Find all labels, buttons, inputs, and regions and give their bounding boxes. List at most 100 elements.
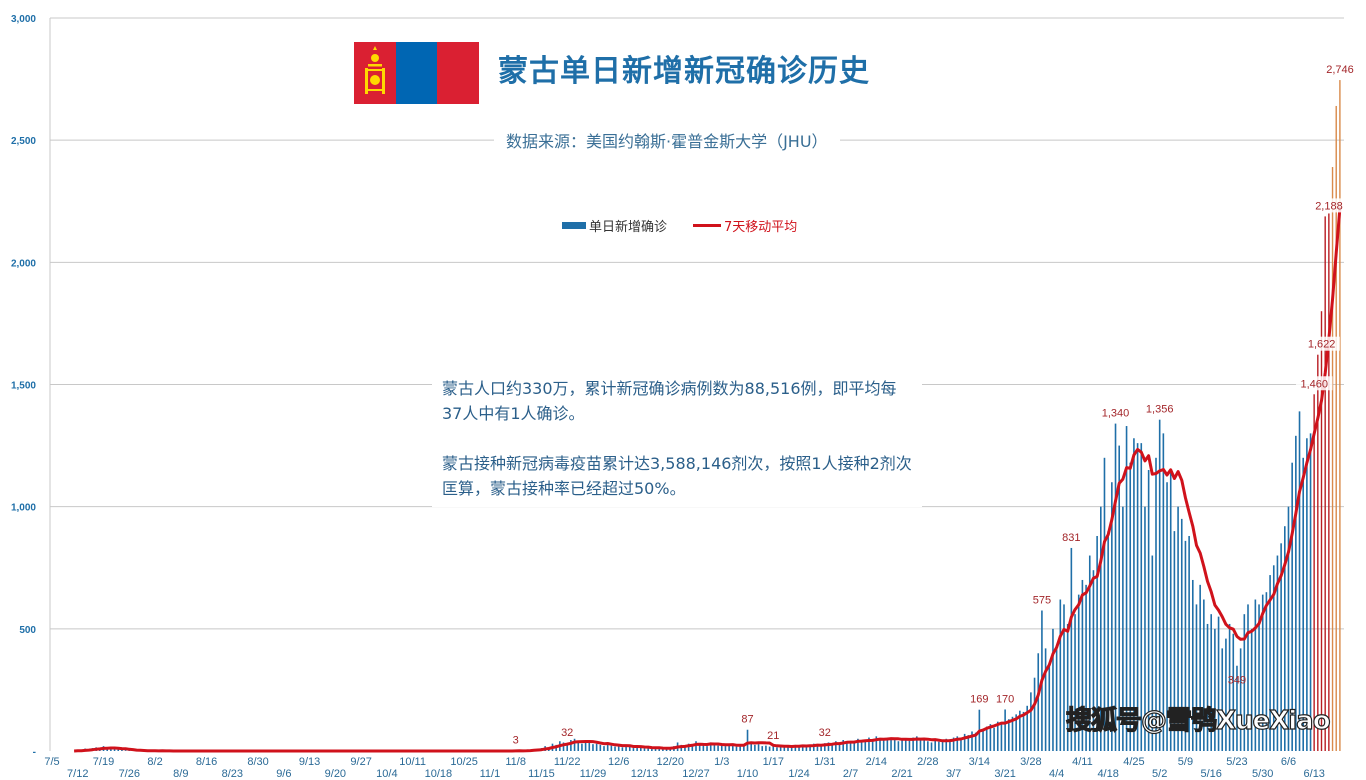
bar: [842, 740, 844, 751]
bar: [1192, 579, 1194, 751]
bar: [824, 743, 826, 751]
x-tick-label: 10/18: [425, 768, 453, 780]
chart-subtitle: 数据来源：美国约翰斯·霍普金斯大学（JHU）: [494, 128, 840, 152]
bar: [971, 731, 973, 751]
bar: [735, 746, 738, 751]
bar: [849, 741, 852, 751]
bar: [702, 743, 705, 751]
bar: [919, 739, 922, 751]
bar: [1169, 470, 1172, 751]
bar: [779, 746, 782, 751]
bar: [1107, 531, 1109, 751]
bar: [893, 738, 896, 751]
x-tick-label: 11/22: [554, 756, 581, 768]
bar: [573, 738, 576, 751]
bar: [871, 740, 874, 751]
x-tick-label: 5/23: [1226, 756, 1247, 768]
x-tick-label: 1/24: [788, 768, 809, 780]
bar: [1100, 506, 1102, 751]
bar: [882, 740, 885, 751]
bar: [1291, 462, 1293, 751]
bar: [1162, 433, 1165, 751]
bar: [1180, 518, 1183, 751]
bar: [1022, 711, 1025, 751]
x-tick-label: 3/14: [969, 756, 990, 768]
data-label: 1,356: [1141, 401, 1178, 416]
bar: [853, 742, 856, 751]
x-tick-label: 12/20: [656, 756, 684, 768]
bar: [897, 741, 900, 751]
bar: [691, 745, 694, 751]
data-label-text: 1,356: [1146, 404, 1174, 416]
bar: [720, 744, 723, 751]
x-tick-label: 10/4: [376, 768, 397, 780]
legend-swatch-bar: [562, 222, 586, 229]
bar: [1225, 638, 1227, 751]
bar: [658, 748, 660, 751]
bar: [592, 744, 594, 751]
bar: [570, 740, 572, 751]
x-tick-label: 1/31: [814, 756, 835, 768]
data-label-text: 349: [1228, 675, 1246, 687]
bar: [1287, 506, 1290, 751]
bar: [1272, 565, 1275, 751]
bar: [1328, 213, 1330, 751]
bar: [982, 729, 984, 751]
y-tick-label: 3,000: [11, 14, 36, 25]
bar: [1000, 722, 1003, 751]
x-tick-label: 5/9: [1178, 756, 1193, 768]
bar: [941, 740, 944, 751]
x-tick-label: 9/27: [350, 756, 371, 768]
flag-middle-stripe: [395, 42, 438, 104]
data-label: 349: [1228, 675, 1246, 687]
mongolia-flag-icon: [354, 42, 480, 104]
bar: [1203, 599, 1205, 751]
bar: [1188, 535, 1190, 751]
x-tick-label: 1/10: [737, 768, 758, 780]
x-tick-label: 7/26: [119, 768, 140, 780]
bar: [614, 746, 616, 751]
bar: [610, 745, 613, 751]
x-tick-label: 8/2: [147, 756, 162, 768]
bar: [1063, 604, 1065, 751]
x-tick-label: 7/5: [44, 756, 59, 768]
note-population: 蒙古人口约330万，累计新冠确诊病例数为88,516例，即平均每37人中有1人确…: [442, 379, 897, 423]
bar: [761, 746, 764, 751]
bar: [687, 743, 690, 751]
bar: [1004, 709, 1006, 751]
x-tick-label: 5/2: [1152, 768, 1167, 780]
x-tick-label: 12/27: [682, 768, 710, 780]
bar: [651, 749, 653, 751]
x-tick-label: 1/17: [763, 756, 784, 768]
x-tick-label: 7/19: [93, 756, 114, 768]
bar: [812, 743, 815, 751]
bar: [1173, 531, 1176, 751]
bar: [1265, 592, 1268, 751]
bar: [930, 742, 933, 751]
data-label-text: 2,746: [1326, 64, 1354, 76]
bar: [750, 743, 752, 751]
bar: [831, 744, 833, 751]
bar: [1103, 457, 1106, 751]
bar: [724, 746, 727, 751]
bar: [709, 742, 712, 751]
bar: [625, 744, 627, 751]
data-label-bg: [1310, 198, 1348, 213]
x-tick-label: 2/7: [843, 768, 858, 780]
x-tick-label: 10/11: [399, 756, 426, 768]
bar: [1136, 443, 1139, 751]
x-tick-label: 4/25: [1123, 756, 1144, 768]
bar: [967, 735, 970, 751]
bar: [1158, 419, 1161, 751]
bar: [566, 743, 568, 751]
bar: [768, 746, 771, 751]
bar: [636, 746, 638, 751]
data-label-bg: [1097, 405, 1134, 420]
bar: [1199, 584, 1201, 751]
bar: [956, 736, 959, 751]
legend-label-average: 7天移动平均: [724, 220, 798, 235]
bar: [985, 726, 988, 751]
bar: [820, 746, 822, 751]
soyombo-icon: [365, 46, 385, 94]
bar: [1129, 462, 1132, 751]
